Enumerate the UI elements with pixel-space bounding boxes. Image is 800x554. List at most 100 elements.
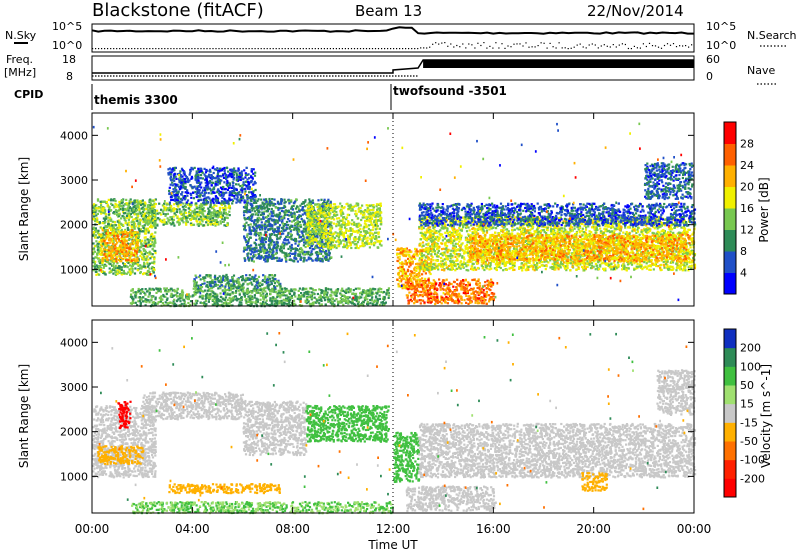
data-cell [209,170,211,172]
data-cell [272,215,274,217]
data-cell [194,191,196,193]
data-cell [126,213,128,215]
data-cell [244,176,246,178]
data-cell [99,259,101,261]
data-cell [121,269,123,271]
data-cell [250,217,252,219]
data-cell [170,196,172,198]
data-cell [291,246,293,248]
data-cell [316,235,318,237]
data-cell [205,186,207,188]
data-cell [312,199,314,201]
data-cell [325,239,327,241]
data-cell [307,224,309,226]
data-cell [126,254,128,256]
data-cell [322,249,324,251]
data-cell [277,207,279,209]
data-cell [150,224,152,226]
data-cell [236,195,238,197]
nsearch-point [592,43,593,44]
data-cell [154,252,156,254]
data-cell [311,242,313,244]
data-cell [364,235,366,237]
data-cell [196,211,198,213]
data-cell [179,211,181,213]
data-cell [309,254,311,256]
data-cell [294,223,296,225]
data-cell [124,257,126,259]
nsearch-point [309,48,310,49]
data-cell [175,184,177,186]
data-cell [356,223,358,225]
data-cell [371,224,373,226]
data-cell [377,220,379,222]
data-cell [288,254,290,256]
data-cell [185,206,187,208]
data-cell [315,233,317,235]
data-cell [116,235,118,237]
data-cell [216,175,218,177]
data-cell [114,221,116,223]
data-cell [327,232,329,234]
nsearch-point [565,47,566,48]
data-cell [287,218,289,220]
data-cell [208,216,210,218]
data-cell [131,229,133,231]
nsearch-point [267,48,268,49]
data-cell [346,247,348,249]
data-cell [304,213,306,215]
nsearch-point [544,43,545,44]
data-cell [162,209,164,211]
data-cell [333,203,335,205]
data-cell [328,212,330,214]
data-cell [263,218,265,220]
nsearch-point [405,48,406,49]
data-cell [233,187,235,189]
data-cell [118,224,120,226]
nsearch-point [369,48,370,49]
data-cell [193,224,195,226]
data-cell [178,186,180,188]
data-cell [205,221,207,223]
data-cell [375,215,377,217]
data-cell [250,253,252,255]
nsearch-point [501,43,502,44]
nsearch-point [324,48,325,49]
nsearch-point [489,46,490,47]
data-cell [184,181,186,183]
data-cell [243,210,245,212]
nsearch-point [456,45,457,46]
data-cell [102,229,104,231]
data-cell [182,169,184,171]
data-cell [225,178,227,180]
data-cell [370,209,372,211]
data-cell [93,231,95,233]
data-cell [194,213,196,215]
nsearch-point [140,48,141,49]
data-cell [177,215,179,217]
data-cell [148,213,150,215]
data-cell [244,260,246,262]
data-cell [118,259,120,261]
data-cell [261,221,263,223]
nsearch-point [107,48,108,49]
data-cell [128,239,130,241]
data-cell [374,242,376,244]
nsearch-point [240,48,241,49]
data-cell [135,260,137,262]
data-cell [170,184,172,186]
data-cell [373,221,375,223]
data-cell [349,244,351,246]
data-cell [374,238,376,240]
data-cell [298,290,300,292]
data-cell [130,243,132,245]
data-cell [291,216,293,218]
data-cell [262,301,264,303]
data-cell [263,212,265,214]
data-cell [128,217,130,219]
data-cell [271,224,273,226]
data-cell [284,287,286,289]
data-cell [308,228,310,230]
data-cell [118,230,120,232]
data-cell [303,253,305,255]
